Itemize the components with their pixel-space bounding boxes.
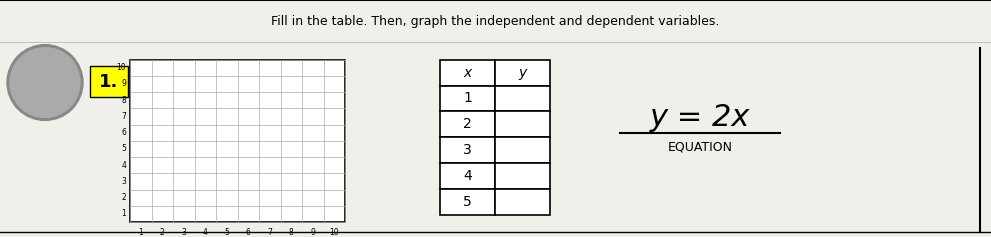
Text: 3: 3 <box>181 228 186 237</box>
FancyBboxPatch shape <box>495 86 550 111</box>
Text: 4: 4 <box>203 228 208 237</box>
Text: Fill in the table. Then, graph the independent and dependent variables.: Fill in the table. Then, graph the indep… <box>272 15 719 28</box>
Text: 6: 6 <box>121 128 126 137</box>
FancyBboxPatch shape <box>495 163 550 189</box>
Text: 7: 7 <box>268 228 273 237</box>
Text: 4: 4 <box>463 169 472 183</box>
Text: 1: 1 <box>121 210 126 219</box>
Text: 3: 3 <box>463 143 472 157</box>
Text: 7: 7 <box>121 112 126 121</box>
Text: x: x <box>464 66 472 80</box>
Text: 9: 9 <box>310 228 315 237</box>
Text: 5: 5 <box>463 195 472 209</box>
FancyBboxPatch shape <box>440 163 495 189</box>
Text: 2: 2 <box>463 117 472 131</box>
Circle shape <box>7 45 83 120</box>
FancyBboxPatch shape <box>130 59 345 222</box>
Text: 6: 6 <box>246 228 251 237</box>
FancyBboxPatch shape <box>495 59 550 86</box>
Text: 10: 10 <box>329 228 339 237</box>
FancyBboxPatch shape <box>495 189 550 215</box>
Text: 3: 3 <box>121 177 126 186</box>
FancyBboxPatch shape <box>495 111 550 137</box>
Text: 5: 5 <box>121 144 126 153</box>
Text: 2: 2 <box>160 228 165 237</box>
FancyBboxPatch shape <box>440 189 495 215</box>
Text: 10: 10 <box>116 63 126 72</box>
FancyBboxPatch shape <box>440 86 495 111</box>
Circle shape <box>10 48 80 117</box>
Text: 8: 8 <box>121 96 126 105</box>
Text: 2: 2 <box>121 193 126 202</box>
Text: 1: 1 <box>463 91 472 105</box>
Text: 1: 1 <box>139 228 143 237</box>
Text: 9: 9 <box>121 79 126 88</box>
FancyBboxPatch shape <box>440 137 495 163</box>
Text: y = 2x: y = 2x <box>650 103 750 132</box>
Text: 8: 8 <box>288 228 293 237</box>
FancyBboxPatch shape <box>440 59 495 86</box>
FancyBboxPatch shape <box>90 66 128 97</box>
FancyBboxPatch shape <box>440 111 495 137</box>
Text: EQUATION: EQUATION <box>668 141 732 154</box>
Text: 4: 4 <box>121 161 126 170</box>
Text: 1.: 1. <box>99 73 119 91</box>
Text: y: y <box>518 66 526 80</box>
Text: 5: 5 <box>224 228 229 237</box>
FancyBboxPatch shape <box>495 137 550 163</box>
